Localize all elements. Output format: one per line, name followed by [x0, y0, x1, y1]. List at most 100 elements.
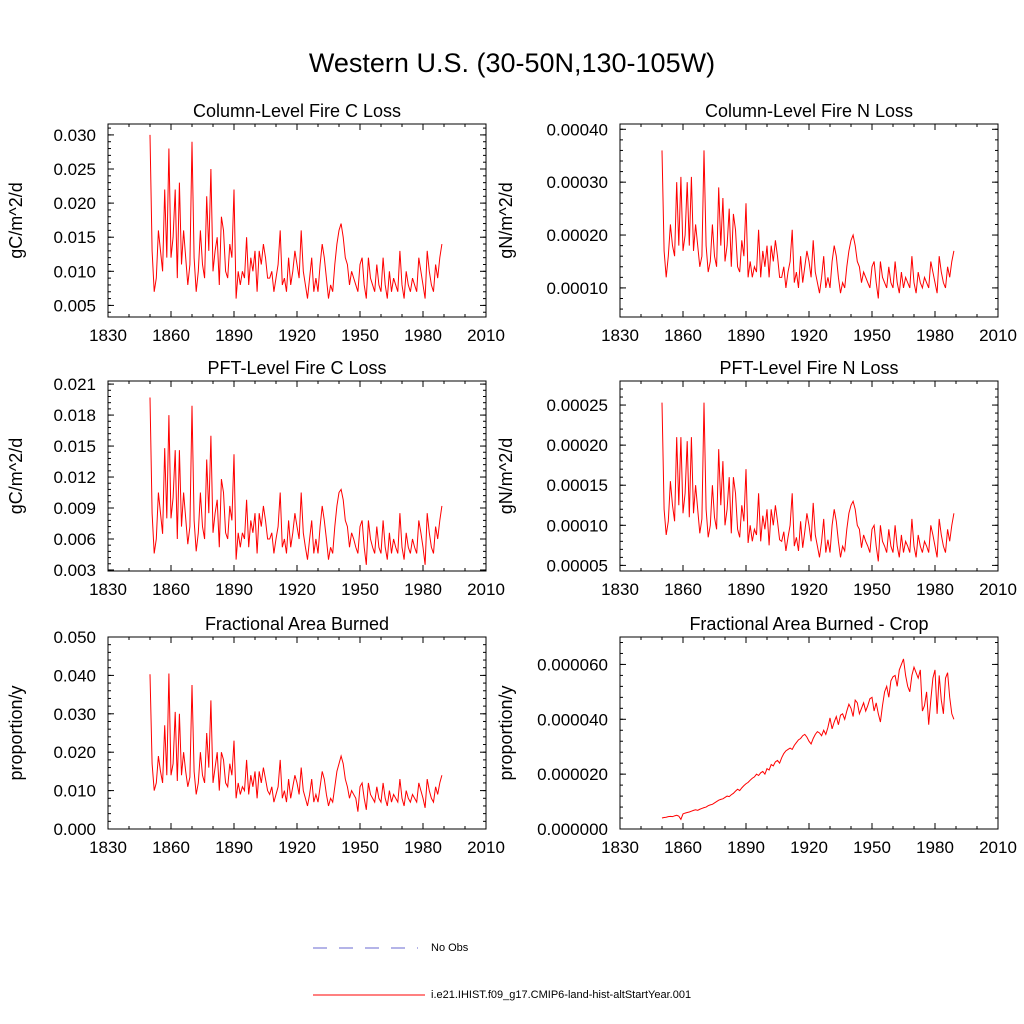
- x-tick-label: 1860: [152, 326, 190, 345]
- chart-title: PFT-Level Fire N Loss: [719, 358, 898, 378]
- x-tick-label: 1860: [664, 326, 702, 345]
- chart-title: Fractional Area Burned - Crop: [689, 614, 928, 634]
- x-tick-label: 1950: [341, 580, 379, 599]
- y-tick-label: 0.000060: [537, 655, 608, 674]
- x-tick-label: 1920: [278, 580, 316, 599]
- y-tick-label: 0.020: [53, 743, 96, 762]
- plot-frame: [619, 380, 999, 572]
- y-tick-label: 0.015: [53, 228, 96, 247]
- series-line: [149, 397, 443, 565]
- chart-panel-1: 1830 1860 1890 1920 1950 1980 2010 0.005 0.010 0.…: [6, 101, 505, 345]
- chart-panel-2: 1830 1860 1890 1920 1950 1980 2010 0.00010 0.000…: [496, 101, 1017, 345]
- x-tick-label: 2010: [979, 838, 1017, 857]
- y-tick-label: 0.012: [53, 468, 96, 487]
- legend-obs-label: No Obs: [431, 942, 469, 954]
- x-tick-label: 1920: [278, 838, 316, 857]
- plot-frame: [619, 636, 999, 830]
- x-tick-label: 1980: [404, 838, 442, 857]
- y-tick-label: 0.021: [53, 375, 96, 394]
- plot-frame: [619, 123, 999, 318]
- x-tick-label: 2010: [467, 580, 505, 599]
- x-tick-label: 2010: [979, 326, 1017, 345]
- x-tick-label: 1860: [152, 838, 190, 857]
- x-tick-label: 1890: [727, 326, 765, 345]
- y-tick-label: 0.010: [53, 782, 96, 801]
- series-line: [149, 134, 443, 299]
- chart-panel-4: 1830 1860 1890 1920 1950 1980 2010 0.00005 0.000…: [496, 358, 1017, 599]
- x-tick-label: 1830: [601, 326, 639, 345]
- chart-title: Fractional Area Burned: [205, 614, 389, 634]
- x-tick-label: 1860: [152, 580, 190, 599]
- x-tick-label: 1980: [404, 580, 442, 599]
- y-tick-label: 0.00010: [547, 279, 608, 298]
- plot-frame: [107, 123, 487, 318]
- x-tick-label: 1920: [278, 326, 316, 345]
- page-title: Western U.S. (30-50N,130-105W): [308, 48, 716, 78]
- chart-panel-6: 1830 1860 1890 1920 1950 1980 2010 0.000000 0.00…: [496, 614, 1017, 857]
- x-tick-label: 1980: [916, 580, 954, 599]
- y-axis-label: proportion/y: [496, 685, 516, 780]
- x-tick-label: 1920: [790, 326, 828, 345]
- y-tick-label: 0.040: [53, 666, 96, 685]
- y-axis-label: gC/m^2/d: [6, 182, 26, 258]
- y-tick-label: 0.00015: [547, 476, 608, 495]
- x-tick-label: 1890: [727, 838, 765, 857]
- y-axis-label: gC/m^2/d: [6, 438, 26, 514]
- x-tick-label: 1950: [853, 838, 891, 857]
- x-tick-label: 1980: [916, 838, 954, 857]
- y-axis-label: gN/m^2/d: [496, 438, 516, 514]
- x-tick-label: 2010: [467, 838, 505, 857]
- y-tick-label: 0.000040: [537, 710, 608, 729]
- chart-panel-5: 1830 1860 1890 1920 1950 1980 2010 0.000 0.010 0.…: [6, 614, 505, 857]
- y-tick-label: 0.006: [53, 530, 96, 549]
- x-tick-label: 1890: [727, 580, 765, 599]
- chart-title: Column-Level Fire C Loss: [193, 101, 401, 121]
- y-tick-label: 0.000: [53, 820, 96, 839]
- y-tick-label: 0.030: [53, 126, 96, 145]
- plot-frame: [107, 380, 487, 572]
- x-tick-label: 1830: [89, 838, 127, 857]
- series-line: [661, 402, 955, 562]
- x-tick-label: 2010: [467, 326, 505, 345]
- y-tick-label: 0.005: [53, 296, 96, 315]
- y-tick-label: 0.00020: [547, 436, 608, 455]
- y-tick-label: 0.010: [53, 262, 96, 281]
- y-tick-label: 0.020: [53, 194, 96, 213]
- series-line: [661, 658, 955, 821]
- x-tick-label: 2010: [979, 580, 1017, 599]
- x-tick-label: 1830: [601, 580, 639, 599]
- y-tick-label: 0.000020: [537, 765, 608, 784]
- x-tick-label: 1920: [790, 838, 828, 857]
- x-tick-label: 1980: [916, 326, 954, 345]
- x-tick-label: 1830: [89, 326, 127, 345]
- y-tick-label: 0.030: [53, 705, 96, 724]
- y-tick-label: 0.00010: [547, 516, 608, 535]
- x-tick-label: 1860: [664, 838, 702, 857]
- y-tick-label: 0.015: [53, 437, 96, 456]
- y-tick-label: 0.050: [53, 628, 96, 647]
- x-tick-label: 1980: [404, 326, 442, 345]
- x-tick-label: 1890: [215, 838, 253, 857]
- y-tick-label: 0.009: [53, 499, 96, 518]
- chart-panel-3: 1830 1860 1890 1920 1950 1980 2010 0.003 0.006 0.…: [6, 358, 505, 599]
- series-line: [149, 673, 443, 812]
- y-tick-label: 0.003: [53, 561, 96, 580]
- x-tick-label: 1890: [215, 326, 253, 345]
- y-tick-label: 0.025: [53, 160, 96, 179]
- x-tick-label: 1950: [341, 838, 379, 857]
- x-tick-label: 1830: [601, 838, 639, 857]
- y-tick-label: 0.00025: [547, 396, 608, 415]
- x-tick-label: 1950: [853, 580, 891, 599]
- x-tick-label: 1920: [790, 580, 828, 599]
- y-tick-label: 0.000000: [537, 820, 608, 839]
- x-tick-label: 1830: [89, 580, 127, 599]
- x-tick-label: 1860: [664, 580, 702, 599]
- legend-model-label: i.e21.IHIST.f09_g17.CMIP6-land-hist-altS…: [431, 989, 692, 1001]
- x-tick-label: 1950: [341, 326, 379, 345]
- y-tick-label: 0.00020: [547, 226, 608, 245]
- y-axis-label: gN/m^2/d: [496, 182, 516, 258]
- series-line: [661, 150, 955, 299]
- chart-title: Column-Level Fire N Loss: [705, 101, 913, 121]
- x-tick-label: 1950: [853, 326, 891, 345]
- y-tick-label: 0.00030: [547, 173, 608, 192]
